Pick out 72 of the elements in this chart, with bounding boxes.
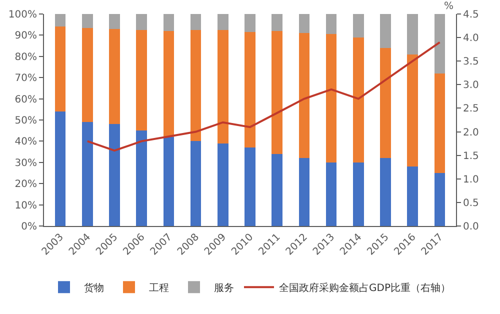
bar: [109, 28, 120, 124]
y2-tick-label: 1.0: [463, 174, 479, 186]
bar: [217, 143, 228, 226]
bar: [244, 148, 256, 226]
bar: [136, 30, 147, 131]
bar: [380, 48, 391, 158]
y2-tick-label: 3.0: [463, 80, 479, 92]
y2-tick-label: 2.0: [463, 127, 479, 138]
y2-tick-label: 3.5: [463, 56, 479, 68]
bar: [272, 30, 283, 154]
bar: [190, 30, 202, 142]
legend-label: 全国政府采购金额占GDP比重（右轴）: [279, 282, 450, 294]
bar: [217, 30, 228, 144]
legend-label: 工程: [149, 283, 169, 294]
bar: [109, 124, 120, 226]
y2-axis-title: %: [444, 1, 454, 12]
bar: [190, 14, 202, 30]
bar: [82, 28, 93, 122]
bar: [244, 14, 256, 32]
bar: [136, 14, 147, 30]
y-tick-label: 0%: [21, 222, 37, 232]
bar: [54, 14, 66, 27]
bar: [407, 166, 418, 226]
y2-tick-label: 4.0: [463, 33, 479, 44]
bar: [298, 33, 310, 158]
bar: [163, 136, 174, 226]
y-tick-label: 60%: [14, 94, 37, 106]
bar: [272, 14, 283, 31]
bar: [136, 130, 147, 226]
bar: [326, 162, 337, 226]
y-tick-label: 90%: [14, 30, 37, 42]
bar: [353, 14, 364, 38]
bar: [298, 14, 310, 34]
y-tick-label: 30%: [14, 158, 37, 169]
bar: [82, 122, 93, 226]
y2-tick-label: 2.5: [463, 104, 479, 115]
bar: [298, 158, 310, 226]
bar: [190, 141, 202, 226]
bar: [353, 37, 364, 162]
bar: [434, 14, 446, 74]
bar: [54, 26, 66, 112]
bar: [82, 14, 93, 28]
bar: [217, 14, 228, 30]
y2-tick-label: 1.5: [463, 150, 479, 162]
y-tick-label: 80%: [14, 52, 37, 63]
y-tick-label: 50%: [14, 116, 37, 126]
y2-tick-label: 4.5: [463, 10, 479, 20]
bar: [272, 154, 283, 226]
bar: [244, 32, 256, 148]
bar: [407, 54, 418, 167]
bar: [353, 162, 364, 226]
y-tick-label: 10%: [14, 200, 37, 212]
bar: [109, 14, 120, 29]
bar: [434, 173, 446, 226]
bar: [163, 30, 174, 137]
y-tick-label: 40%: [14, 136, 37, 148]
bar: [326, 14, 337, 34]
line-series: [86, 41, 441, 152]
y-tick-label: 70%: [14, 73, 37, 84]
bar: [380, 158, 391, 226]
y-tick-label: 20%: [14, 179, 37, 190]
bar: [163, 14, 174, 31]
bar: [326, 34, 337, 162]
legend-label: 货物: [84, 282, 104, 294]
y-tick-label: 100%: [8, 10, 37, 20]
legend-label: 服务: [214, 282, 234, 294]
bar: [434, 73, 446, 173]
bar: [54, 112, 66, 226]
bar: [380, 14, 391, 48]
bar: [407, 14, 418, 54]
y2-tick-label: 0.0: [463, 222, 479, 232]
y2-tick-label: 0.5: [463, 198, 479, 209]
